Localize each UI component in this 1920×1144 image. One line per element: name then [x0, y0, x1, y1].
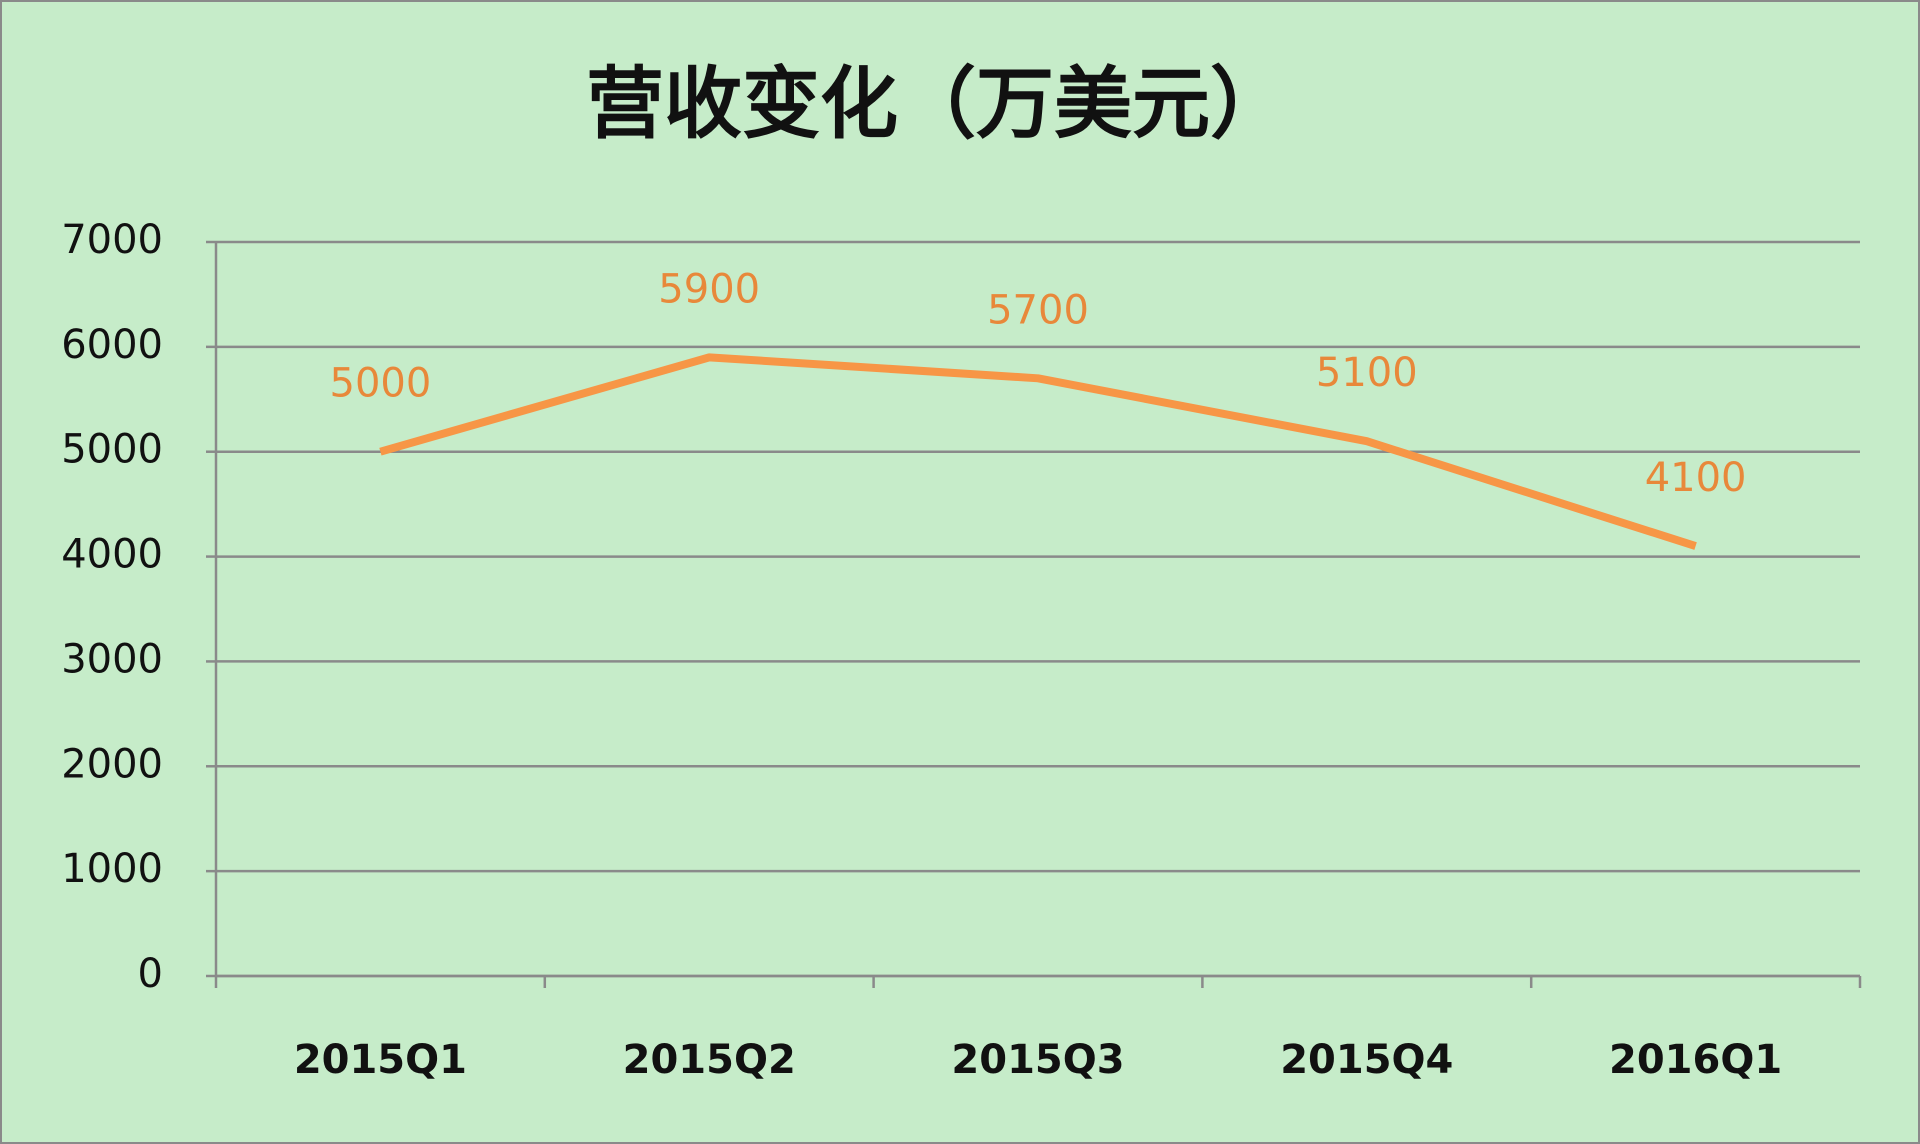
y-tick-label: 5000	[61, 427, 163, 473]
data-label: 4100	[1645, 455, 1747, 501]
x-tick-label: 2015Q2	[623, 1037, 796, 1083]
chart-title: 营收变化（万美元）	[586, 59, 1288, 150]
x-tick-label: 2016Q1	[1609, 1037, 1782, 1083]
y-tick-label: 7000	[61, 217, 163, 263]
data-label: 5900	[658, 266, 760, 312]
data-label: 5100	[1316, 350, 1418, 396]
line	[379, 353, 1697, 550]
y-tick-label: 4000	[61, 532, 163, 578]
y-tick-label: 2000	[61, 741, 163, 787]
y-tick-label: 6000	[61, 322, 163, 368]
data-label: 5700	[987, 287, 1089, 333]
y-tick-label: 3000	[61, 636, 163, 682]
y-tick-label: 1000	[61, 846, 163, 892]
y-tick-label: 0	[138, 951, 163, 997]
data-label: 5000	[330, 361, 432, 407]
x-tick-label: 2015Q4	[1280, 1037, 1453, 1083]
x-tick-label: 2015Q1	[294, 1037, 467, 1083]
x-tick-label: 2015Q3	[951, 1037, 1124, 1083]
